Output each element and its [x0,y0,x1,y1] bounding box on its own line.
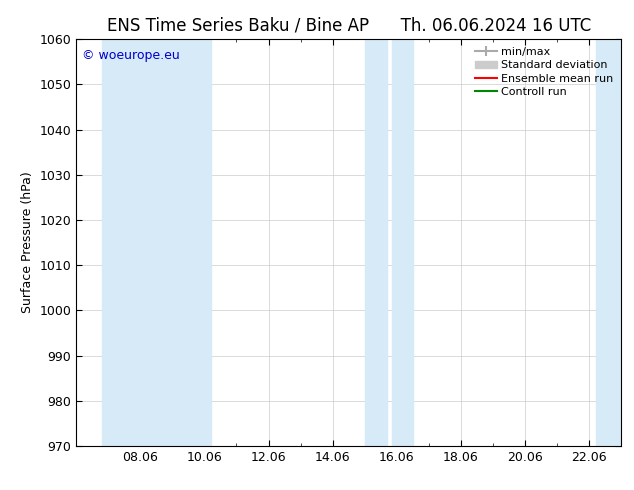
Text: © woeurope.eu: © woeurope.eu [82,49,179,62]
Bar [101,39,210,446]
Title: ENS Time Series Baku / Bine AP      Th. 06.06.2024 16 UTC: ENS Time Series Baku / Bine AP Th. 06.06… [107,17,591,35]
Bar [596,39,621,446]
Y-axis label: Surface Pressure (hPa): Surface Pressure (hPa) [21,172,34,314]
Legend: min/max, Standard deviation, Ensemble mean run, Controll run: min/max, Standard deviation, Ensemble me… [470,43,618,101]
Bar [392,39,413,446]
Bar [365,39,387,446]
